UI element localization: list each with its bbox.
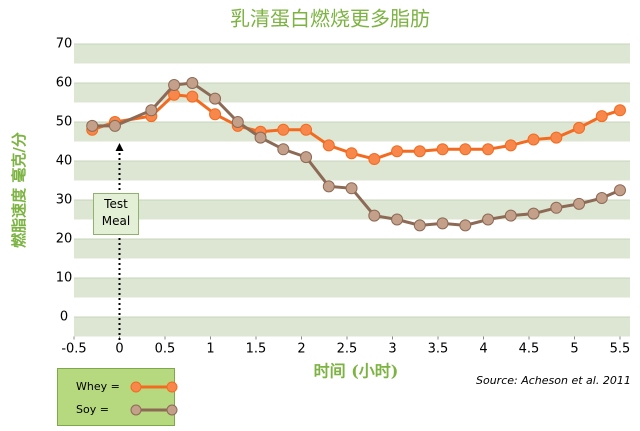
point	[86, 119, 99, 132]
source: Source: Acheson et al. 2011	[476, 374, 631, 387]
x-tick-label: 1	[206, 342, 214, 357]
band	[74, 161, 630, 181]
band	[74, 297, 630, 317]
annotation: Test Meal	[93, 193, 139, 235]
legend-marker	[130, 381, 142, 393]
point	[322, 139, 335, 152]
point	[277, 143, 290, 156]
y-tick-label: 60	[56, 76, 73, 91]
band	[74, 239, 630, 259]
y-tick-label: 10	[56, 271, 73, 286]
point	[504, 209, 517, 222]
point	[413, 219, 426, 232]
legend-entry: Soy =	[76, 400, 178, 420]
x-tick-label: 4.5	[519, 342, 540, 357]
point	[231, 116, 244, 128]
band	[74, 122, 630, 142]
x-tick-label: -0.5	[61, 342, 86, 357]
x-tick-label: 2	[297, 342, 305, 357]
legend-marker	[166, 381, 178, 393]
x-tick-label: 5	[570, 342, 578, 357]
point	[595, 192, 608, 205]
band	[74, 44, 630, 64]
point	[391, 213, 404, 226]
point	[614, 104, 626, 117]
point	[595, 110, 608, 123]
y-tick-label: 0	[60, 310, 68, 325]
legend-entry: Whey =	[76, 377, 178, 397]
point	[614, 184, 626, 197]
legend-marker	[130, 404, 142, 416]
point	[504, 139, 517, 152]
point	[527, 133, 540, 146]
x-tick-label: 2.5	[337, 342, 358, 357]
point	[436, 217, 449, 230]
point	[436, 143, 449, 156]
point	[209, 108, 222, 121]
point	[322, 180, 335, 193]
point	[368, 209, 381, 222]
point	[368, 153, 381, 166]
point	[482, 143, 495, 156]
point	[413, 145, 426, 158]
point	[345, 147, 358, 160]
point	[300, 123, 313, 136]
y-tick-label: 40	[56, 154, 73, 169]
y-tick-label: 30	[56, 193, 73, 208]
point	[459, 143, 472, 156]
point	[254, 131, 267, 144]
x-axis-label: 时间 (小时)	[314, 362, 399, 381]
arrow-head	[115, 143, 124, 151]
point	[186, 90, 199, 103]
y-tick-label: 20	[56, 232, 73, 247]
x-tick-label: 0.5	[155, 342, 176, 357]
x-tick-label: 3.5	[428, 342, 449, 357]
point	[300, 151, 313, 164]
legend-swatch	[130, 381, 178, 393]
x-tick-label: 3	[388, 342, 396, 357]
band	[74, 278, 630, 298]
band	[74, 219, 630, 239]
legend-label: Soy =	[76, 403, 109, 416]
legend-label: Whey =	[76, 380, 120, 393]
point	[186, 77, 199, 89]
x-tick-label: 5.5	[610, 342, 631, 357]
x-tick-label: 4	[479, 342, 487, 357]
point	[145, 104, 158, 117]
x-tick-label: 0	[115, 342, 123, 357]
y-tick-label: 50	[56, 115, 73, 130]
point	[527, 207, 540, 220]
legend: Whey = Soy =	[57, 368, 178, 426]
point	[277, 123, 290, 136]
band	[74, 83, 630, 103]
point	[108, 119, 121, 132]
band	[74, 317, 630, 337]
band	[74, 258, 630, 278]
band	[74, 63, 630, 83]
point	[345, 182, 358, 195]
legend-marker	[166, 404, 178, 416]
y-tick-label: 70	[56, 37, 73, 52]
point	[550, 201, 563, 214]
point	[573, 121, 586, 134]
point	[459, 219, 472, 232]
point	[168, 78, 181, 91]
chart-title: 乳清蛋白燃烧更多脂肪	[230, 7, 430, 31]
y-axis-label: 燃脂速度 毫克/分	[10, 132, 28, 248]
point	[482, 213, 495, 226]
point	[391, 145, 404, 158]
point	[550, 131, 563, 144]
legend-swatch	[130, 404, 178, 416]
point	[209, 92, 222, 105]
point	[573, 197, 586, 210]
x-tick-label: 1.5	[246, 342, 267, 357]
